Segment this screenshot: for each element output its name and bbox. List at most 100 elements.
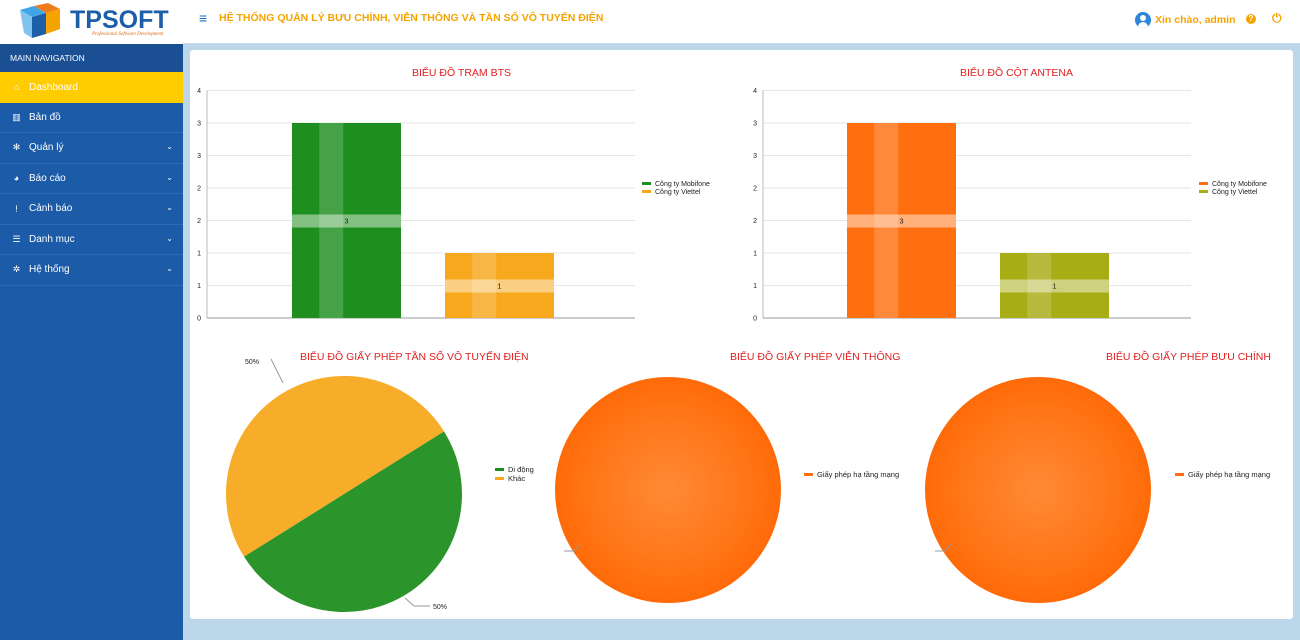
sidebar-item-label: Hệ thống: [29, 264, 70, 276]
chevron-down-icon: ⌄: [166, 203, 173, 212]
sidebar-nav: ⌂ Dashboard ▥ Bản đồ ✻ Quản lý ⌄ ◕ Báo cáo ⌄! Cảnh…: [0, 72, 183, 286]
legend-swatch: [804, 473, 813, 476]
list-icon: ☰: [12, 233, 21, 244]
legend-label: Công ty Viettel: [655, 189, 701, 196]
legend-swatch: [1175, 473, 1184, 476]
legend-label: Công ty Mobifone: [655, 181, 710, 188]
help-icon[interactable]: ?: [1246, 14, 1256, 24]
y-tick-label: 2: [197, 186, 201, 193]
menu-toggle-icon[interactable]: ≡: [199, 10, 208, 26]
sidebar-item-6[interactable]: ☰ Danh mục ⌄: [0, 225, 183, 255]
bar-highlight: [319, 123, 344, 318]
legend-swatch: [495, 477, 504, 480]
logo[interactable]: TPSOFT Professional Software Development: [0, 0, 183, 44]
y-tick-label: 0: [197, 316, 201, 323]
sidebar-header: MAIN NAVIGATION: [0, 44, 183, 72]
sidebar-item-label: Bản đồ: [29, 111, 61, 123]
y-tick-label: 3: [753, 121, 757, 128]
snowflake-icon: ✻: [12, 142, 21, 153]
leader-line: [270, 358, 284, 384]
data-label: 1: [1052, 282, 1056, 291]
sidebar-item-5[interactable]: ! Cảnh báo ⌄: [0, 194, 183, 225]
pie-sheen: [226, 376, 462, 612]
y-tick-label: 1: [197, 251, 201, 258]
bar: [445, 253, 554, 318]
pie-slice: [244, 431, 462, 612]
legend-swatch: [1199, 190, 1208, 193]
chevron-down-icon: ⌄: [166, 172, 173, 182]
y-tick-label: 0: [753, 316, 757, 323]
y-tick-label: 3: [753, 153, 757, 160]
legend-label: Khác: [508, 474, 525, 483]
sidebar-item-4[interactable]: ◕ Báo cáo ⌄: [0, 164, 183, 194]
y-tick-label: 4: [197, 88, 201, 95]
sidebar-item-2[interactable]: ▥ Bản đồ: [0, 103, 183, 133]
legend-swatch: [495, 468, 504, 471]
chevron-down-icon: ⌄: [166, 264, 173, 273]
y-tick-label: 1: [753, 251, 757, 258]
y-tick-label: 1: [753, 283, 757, 290]
chart-title: BIỂU ĐỒ TRẠM BTS: [412, 67, 511, 79]
bar: [292, 123, 401, 318]
data-label-band: [847, 214, 956, 228]
user-avatar-icon: [1135, 12, 1151, 28]
legend-swatch: [1199, 182, 1208, 185]
pie-value-label: 50%: [245, 359, 259, 366]
legend-label: Giấy phép hạ tầng mạng: [817, 470, 899, 479]
pie-value-label: 50%: [433, 604, 447, 611]
logo-text: TPSOFT: [70, 6, 169, 34]
bar-highlight: [874, 123, 899, 318]
leader-line: [564, 543, 581, 552]
pie-slice: [555, 377, 781, 603]
y-tick-label: 2: [753, 186, 757, 193]
legend-label: Giấy phép hạ tầng mạng: [1188, 470, 1270, 479]
leader-line: [404, 597, 430, 607]
y-tick-label: 3: [197, 153, 201, 160]
data-label-band: [1000, 279, 1109, 293]
sidebar-item-label: Danh mục: [29, 233, 75, 245]
legend-swatch: [642, 190, 651, 193]
data-label: 3: [344, 217, 348, 226]
y-tick-label: 4: [753, 88, 757, 95]
chart-title: BIỂU ĐỒ GIẤY PHÉP TẦN SỐ VÔ TUYẾN ĐIỆN: [300, 351, 529, 363]
system-title: HỆ THỐNG QUẢN LÝ BƯU CHÍNH, VIỄN THÔNG V…: [219, 12, 604, 24]
pie-slice: [226, 376, 444, 557]
leader-line: [935, 543, 952, 552]
y-tick-label: 3: [197, 121, 201, 128]
legend-label: Công ty Viettel: [1212, 189, 1258, 196]
user-menu[interactable]: Xin chào, admin: [1135, 12, 1236, 28]
chevron-down-icon: ⌄: [166, 142, 173, 151]
user-greeting: Xin chào, admin: [1155, 14, 1236, 26]
bar: [847, 123, 956, 318]
data-label-band: [292, 214, 401, 228]
y-tick-label: 2: [197, 218, 201, 225]
pie-slice: [925, 377, 1151, 603]
alert-circle-icon: !: [15, 203, 18, 214]
data-label: 1: [497, 282, 501, 291]
legend-swatch: [642, 182, 651, 185]
dashboard-panel: BIỂU ĐỒ TRẠM BTS BIỂU ĐỒ CỘT ANTENA BIỂU…: [190, 50, 1293, 619]
sidebar-item-1[interactable]: ⌂ Dashboard: [0, 72, 183, 103]
chart-title: BIỂU ĐỒ CỘT ANTENA: [960, 67, 1073, 79]
chart-title: BIỂU ĐỒ GIẤY PHÉP BƯU CHÍNH: [1106, 351, 1271, 363]
map-icon: ▥: [12, 111, 21, 122]
sidebar-item-label: Báo cáo: [29, 172, 66, 184]
logo-subtitle: Professional Software Development: [92, 32, 164, 37]
power-icon[interactable]: ⏻: [1272, 11, 1282, 25]
sidebar-item-label: Dashboard: [29, 81, 78, 93]
pie-chart-icon: ◕: [13, 173, 20, 184]
logo-cube-icon: [20, 3, 60, 38]
legend-label: Di động: [508, 465, 534, 474]
bar-highlight: [1027, 253, 1052, 318]
data-label: 3: [899, 217, 903, 226]
sidebar-item-7[interactable]: ✲ Hệ thống ⌄: [0, 255, 183, 286]
home-icon: ⌂: [13, 82, 20, 93]
bar: [1000, 253, 1109, 318]
sidebar-item-label: Cảnh báo: [29, 203, 73, 215]
sidebar-item-label: Quản lý: [29, 142, 64, 154]
chevron-down-icon: ⌄: [166, 233, 173, 243]
legend-label: Công ty Mobifone: [1212, 181, 1267, 188]
sidebar-item-3[interactable]: ✻ Quản lý ⌄: [0, 133, 183, 164]
gear-icon: ✲: [12, 264, 21, 275]
